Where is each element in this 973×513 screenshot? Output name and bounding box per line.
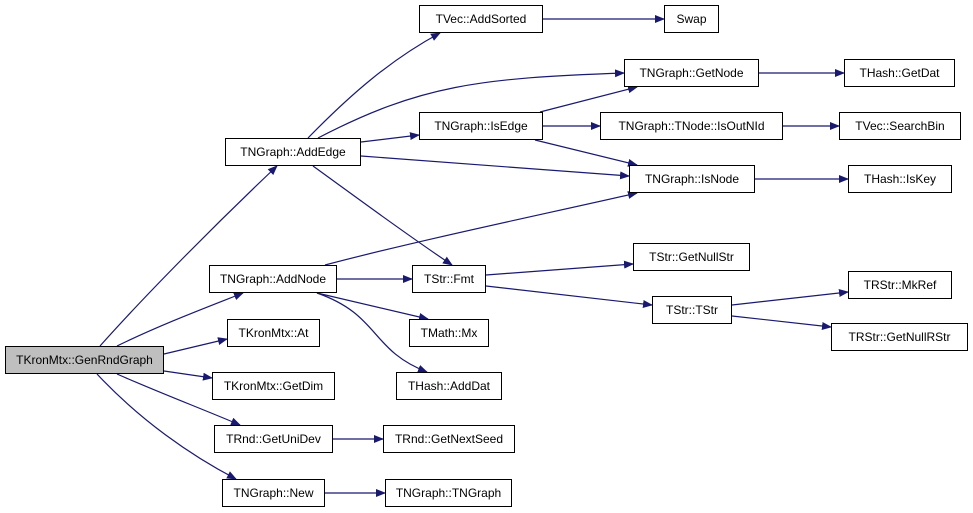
- edge-genrndgraph-to-addnode: [116, 292, 244, 347]
- node-tngraph-addnode[interactable]: TNGraph::AddNode: [209, 265, 337, 293]
- node-tngraph-addedge[interactable]: TNGraph::AddEdge: [225, 138, 361, 166]
- edge-genrndgraph-to-at: [163, 337, 228, 355]
- node-thash-adddat[interactable]: THash::AddDat: [396, 372, 502, 400]
- edge-addnode-to-adddat: [316, 292, 428, 373]
- node-tmath-mx[interactable]: TMath::Mx: [409, 319, 489, 347]
- node-swap[interactable]: Swap: [664, 5, 719, 33]
- edge-fmt-to-tstrctor: [485, 285, 653, 308]
- node-tngraph-new[interactable]: TNGraph::New: [222, 479, 325, 507]
- edge-isedge-to-isnode: [534, 139, 638, 167]
- node-trstr-getnullrstr[interactable]: TRStr::GetNullRStr: [831, 323, 968, 351]
- edge-addedge-to-addsorted: [307, 32, 441, 139]
- node-tngraph-isnode[interactable]: TNGraph::IsNode: [629, 165, 755, 193]
- edge-tstrctor-to-mkref: [731, 289, 849, 306]
- edge-addedge-to-getnode: [317, 69, 625, 139]
- edge-fmt-to-getnullstr: [485, 260, 634, 276]
- edge-tstrctor-to-getnullrstr: [731, 315, 832, 330]
- node-tkronmtx-genrndgraph[interactable]: TKronMtx::GenRndGraph: [5, 346, 164, 374]
- node-trnd-getunidev[interactable]: TRnd::GetUniDev: [214, 425, 333, 453]
- edge-addnode-to-mx: [316, 292, 429, 321]
- node-trnd-getnextseed[interactable]: TRnd::GetNextSeed: [383, 425, 515, 453]
- edge-isedge-to-getnode: [539, 85, 638, 113]
- node-tkronmtx-at[interactable]: TKronMtx::At: [227, 319, 320, 347]
- edge-addedge-to-fmt: [312, 165, 453, 266]
- edge-genrndgraph-to-new: [96, 373, 237, 480]
- node-tnode-isoutnid[interactable]: TNGraph::TNode::IsOutNId: [600, 112, 783, 140]
- edge-addedge-to-isnode: [360, 155, 630, 180]
- node-tkronmtx-getdim[interactable]: TKronMtx::GetDim: [212, 372, 335, 400]
- node-tstr-getnullstr[interactable]: TStr::GetNullStr: [633, 243, 750, 271]
- node-thash-getdat[interactable]: THash::GetDat: [844, 59, 955, 87]
- node-tstr-fmt[interactable]: TStr::Fmt: [412, 265, 486, 293]
- edge-genrndgraph-to-getunidev: [116, 373, 241, 426]
- edge-genrndgraph-to-addedge: [99, 165, 278, 347]
- node-trstr-mkref[interactable]: TRStr::MkRef: [848, 271, 952, 299]
- edge-addnode-to-isnode: [324, 191, 638, 266]
- node-tvec-addsorted[interactable]: TVec::AddSorted: [419, 5, 543, 33]
- node-tvec-searchbin[interactable]: TVec::SearchBin: [839, 112, 961, 140]
- edge-genrndgraph-to-getdim: [163, 370, 213, 381]
- node-thash-iskey[interactable]: THash::IsKey: [848, 165, 952, 193]
- node-tngraph-isedge[interactable]: TNGraph::IsEdge: [419, 112, 543, 140]
- edge-addedge-to-isedge: [360, 132, 420, 143]
- node-tstr-tstr[interactable]: TStr::TStr: [652, 296, 732, 324]
- node-tngraph-tngraph[interactable]: TNGraph::TNGraph: [385, 479, 512, 507]
- node-tngraph-getnode[interactable]: TNGraph::GetNode: [624, 59, 759, 87]
